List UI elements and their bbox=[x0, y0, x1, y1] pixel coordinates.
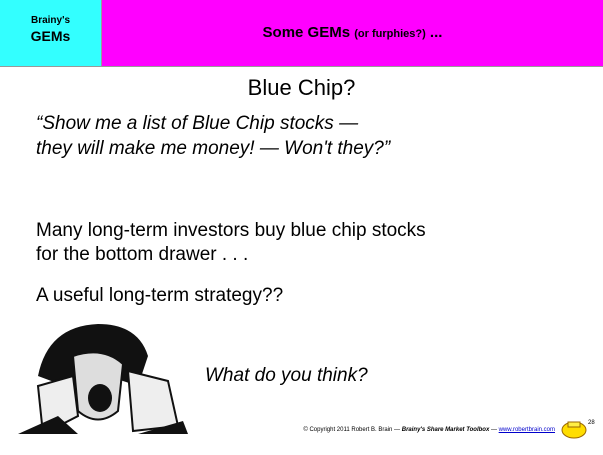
question: A useful long-term strategy?? bbox=[36, 285, 283, 307]
quote-line: they will make me money! — Won't they?” bbox=[36, 138, 390, 160]
slide: Brainy's GEMs Some GEMs (or furphies?) .… bbox=[0, 0, 603, 455]
slide-title: Blue Chip? bbox=[0, 75, 603, 101]
footer-book: Brainy's Share Market Toolbox bbox=[402, 427, 490, 433]
paragraph-line: for the bottom drawer . . . bbox=[36, 244, 248, 266]
badge-big: GEMs bbox=[0, 28, 101, 44]
page-number: 28 bbox=[588, 420, 595, 426]
title-main: Some GEMs bbox=[263, 24, 351, 41]
title-end: ... bbox=[430, 24, 443, 41]
header-rule bbox=[0, 66, 603, 67]
badge-small: Brainy's bbox=[0, 15, 101, 26]
footer-separator: — bbox=[491, 427, 497, 433]
caption: What do you think? bbox=[205, 365, 368, 387]
shouting-figure bbox=[18, 316, 188, 434]
header-title: Some GEMs (or furphies?) ... bbox=[102, 0, 603, 66]
header-badge: Brainy's GEMs bbox=[0, 0, 102, 66]
footer: © Copyright 2011 Robert B. Brain — Brain… bbox=[303, 427, 555, 433]
footer-url[interactable]: www.robertbrain.com bbox=[499, 427, 555, 433]
footer-copyright: © Copyright 2011 Robert B. Brain — bbox=[303, 427, 400, 433]
quote-line: “Show me a list of Blue Chip stocks — bbox=[36, 113, 358, 135]
paragraph-line: Many long-term investors buy blue chip s… bbox=[36, 220, 426, 242]
title-sub: (or furphies?) bbox=[354, 28, 426, 40]
